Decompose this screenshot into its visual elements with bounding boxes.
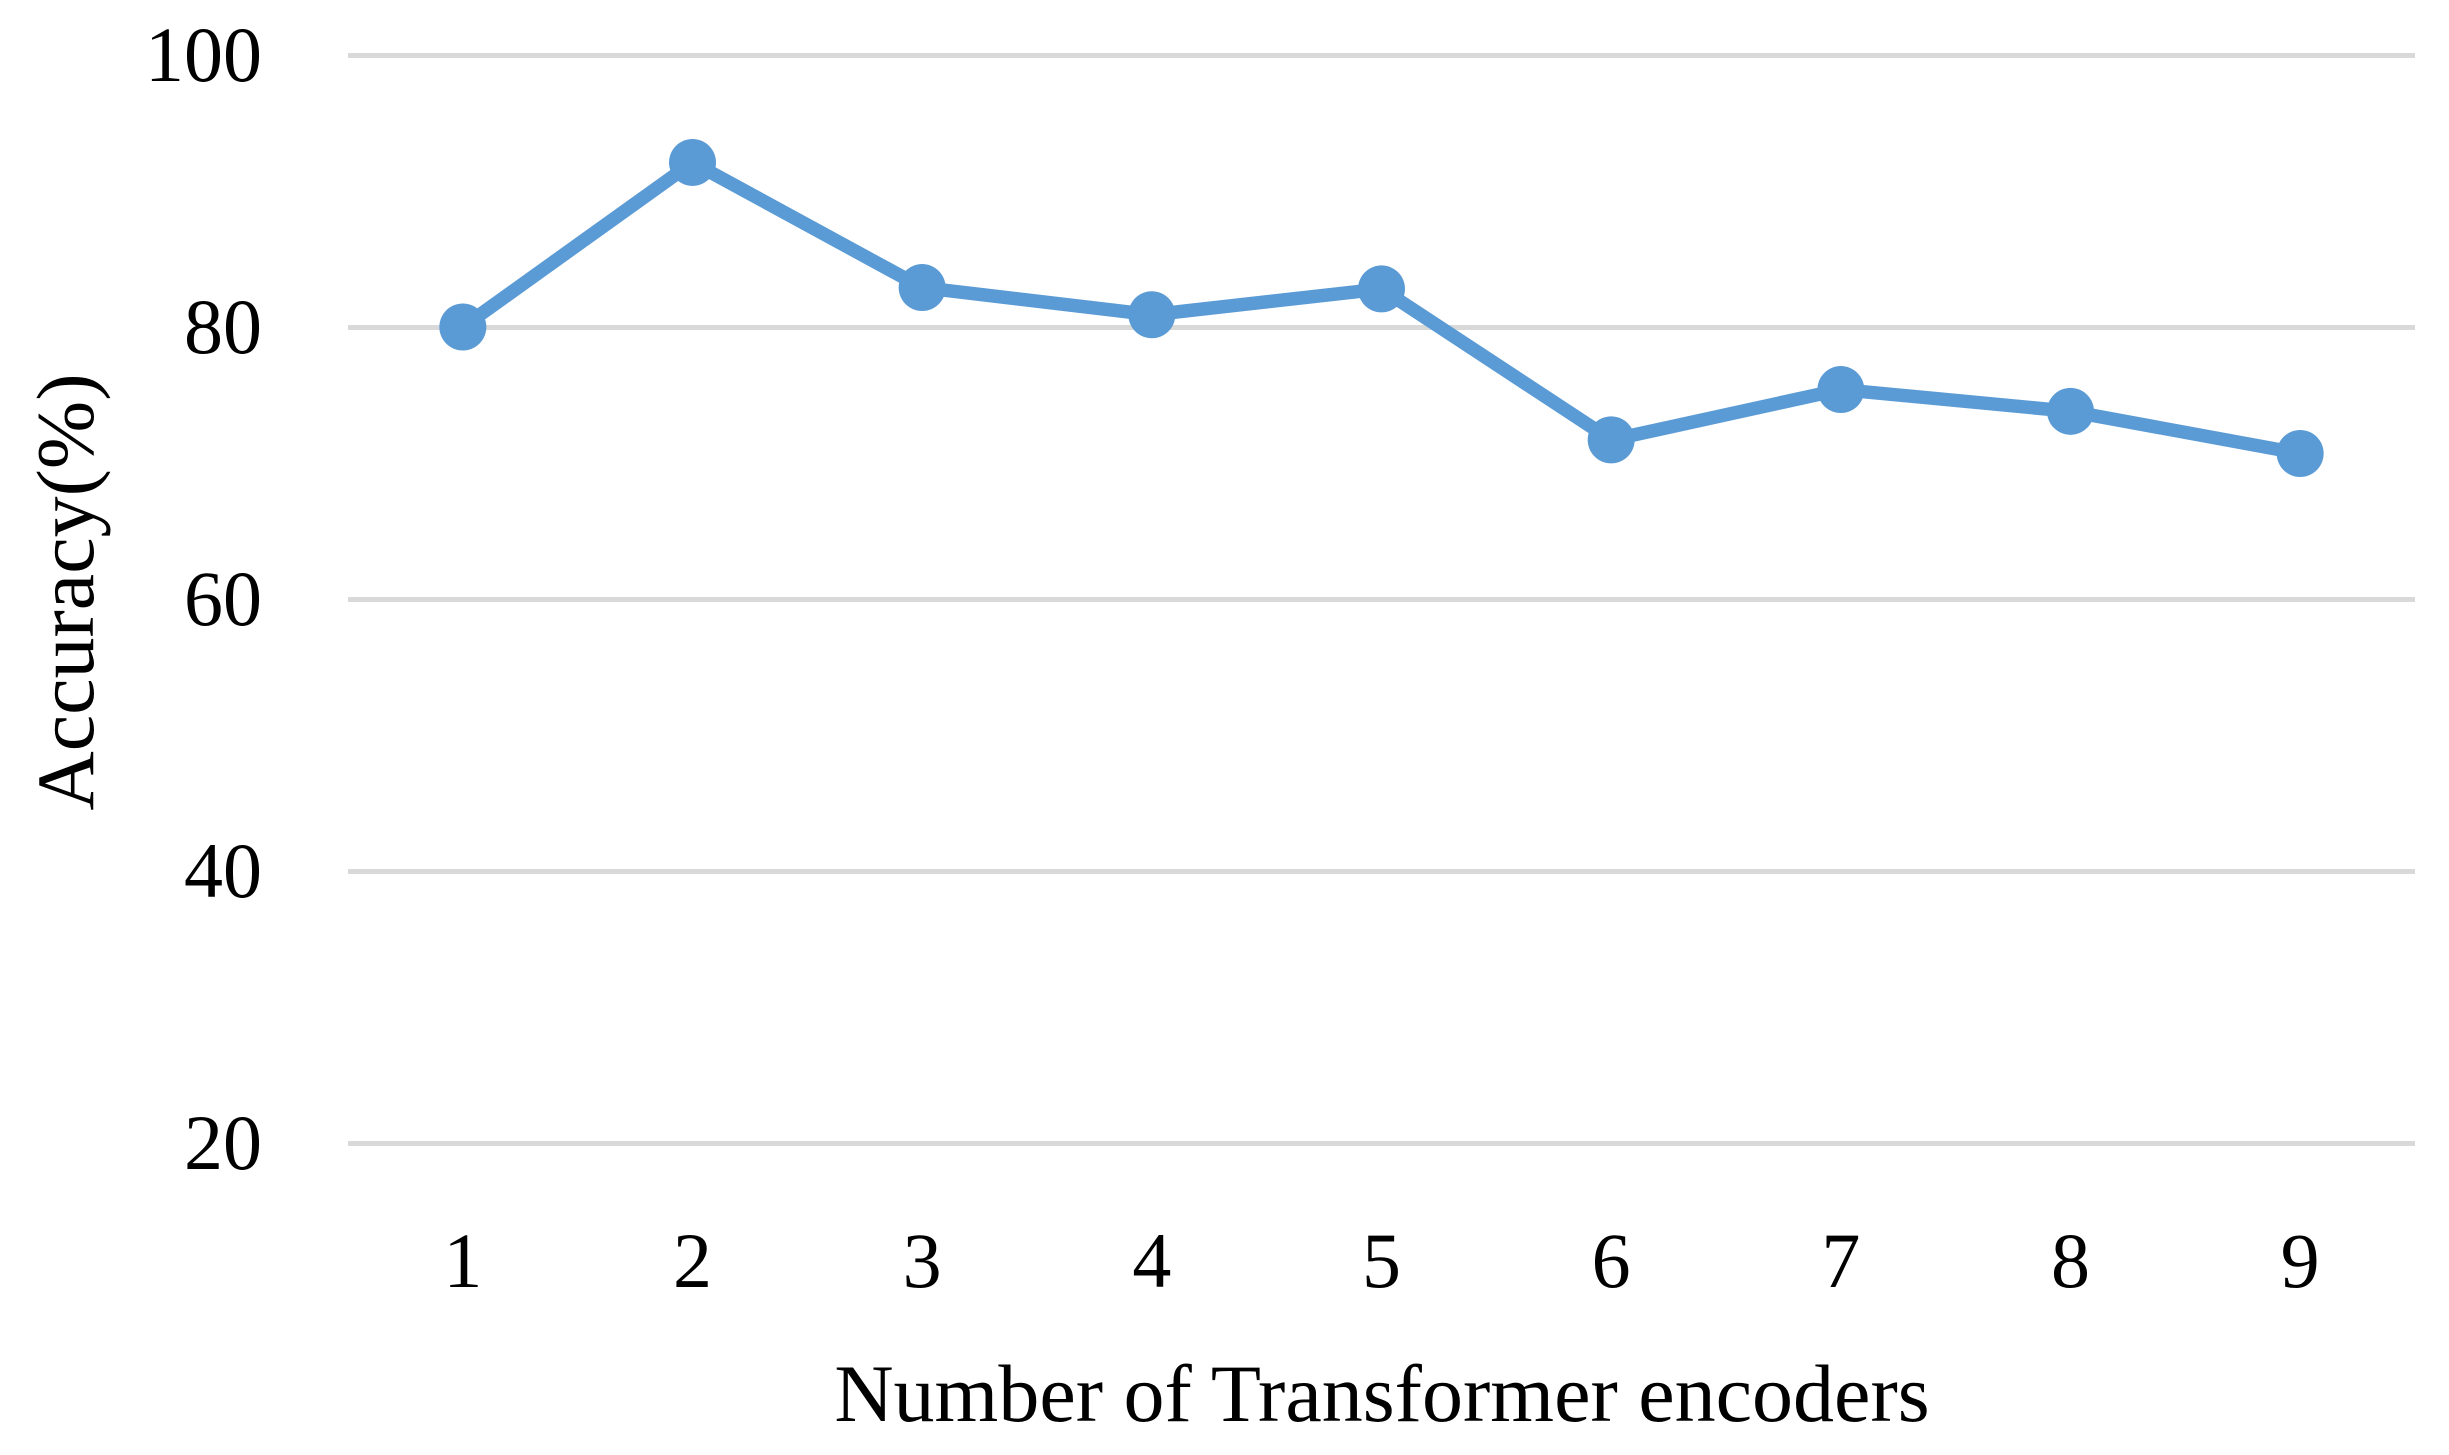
x-tick-label-1: 1 <box>443 1217 483 1304</box>
data-point-marker-3 <box>898 264 946 312</box>
data-point-marker-7 <box>1817 366 1865 414</box>
gridline-100 <box>348 52 2415 58</box>
gridline-20 <box>348 1140 2415 1146</box>
y-axis-title: Accuracy(%) <box>20 373 111 811</box>
gridline-60 <box>348 596 2415 602</box>
y-tick-label-80: 80 <box>184 283 262 370</box>
x-tick-label-9: 9 <box>2280 1217 2320 1304</box>
x-tick-label-5: 5 <box>1362 1217 1401 1304</box>
gridline-40 <box>348 868 2415 874</box>
data-point-marker-6 <box>1587 416 1635 464</box>
data-point-marker-1 <box>439 303 487 351</box>
data-point-marker-5 <box>1358 265 1405 313</box>
x-axis-title: Number of Transformer encoders <box>834 1348 1930 1439</box>
data-point-marker-4 <box>1128 291 1176 339</box>
y-tick-label-60: 60 <box>184 555 262 642</box>
x-tick-label-7: 7 <box>1821 1217 1861 1304</box>
x-tick-label-3: 3 <box>902 1217 942 1304</box>
data-point-marker-8 <box>2047 387 2094 435</box>
x-tick-label-8: 8 <box>2051 1217 2090 1304</box>
x-tick-label-6: 6 <box>1591 1217 1631 1304</box>
y-tick-label-100: 100 <box>145 11 262 98</box>
gridline-80 <box>348 324 2415 330</box>
y-tick-label-20: 20 <box>184 1099 262 1186</box>
x-tick-label-2: 2 <box>673 1217 712 1304</box>
data-point-marker-2 <box>669 138 716 186</box>
x-tick-label-4: 4 <box>1132 1217 1172 1304</box>
data-point-marker-9 <box>2276 429 2324 477</box>
y-tick-label-40: 40 <box>184 827 262 914</box>
